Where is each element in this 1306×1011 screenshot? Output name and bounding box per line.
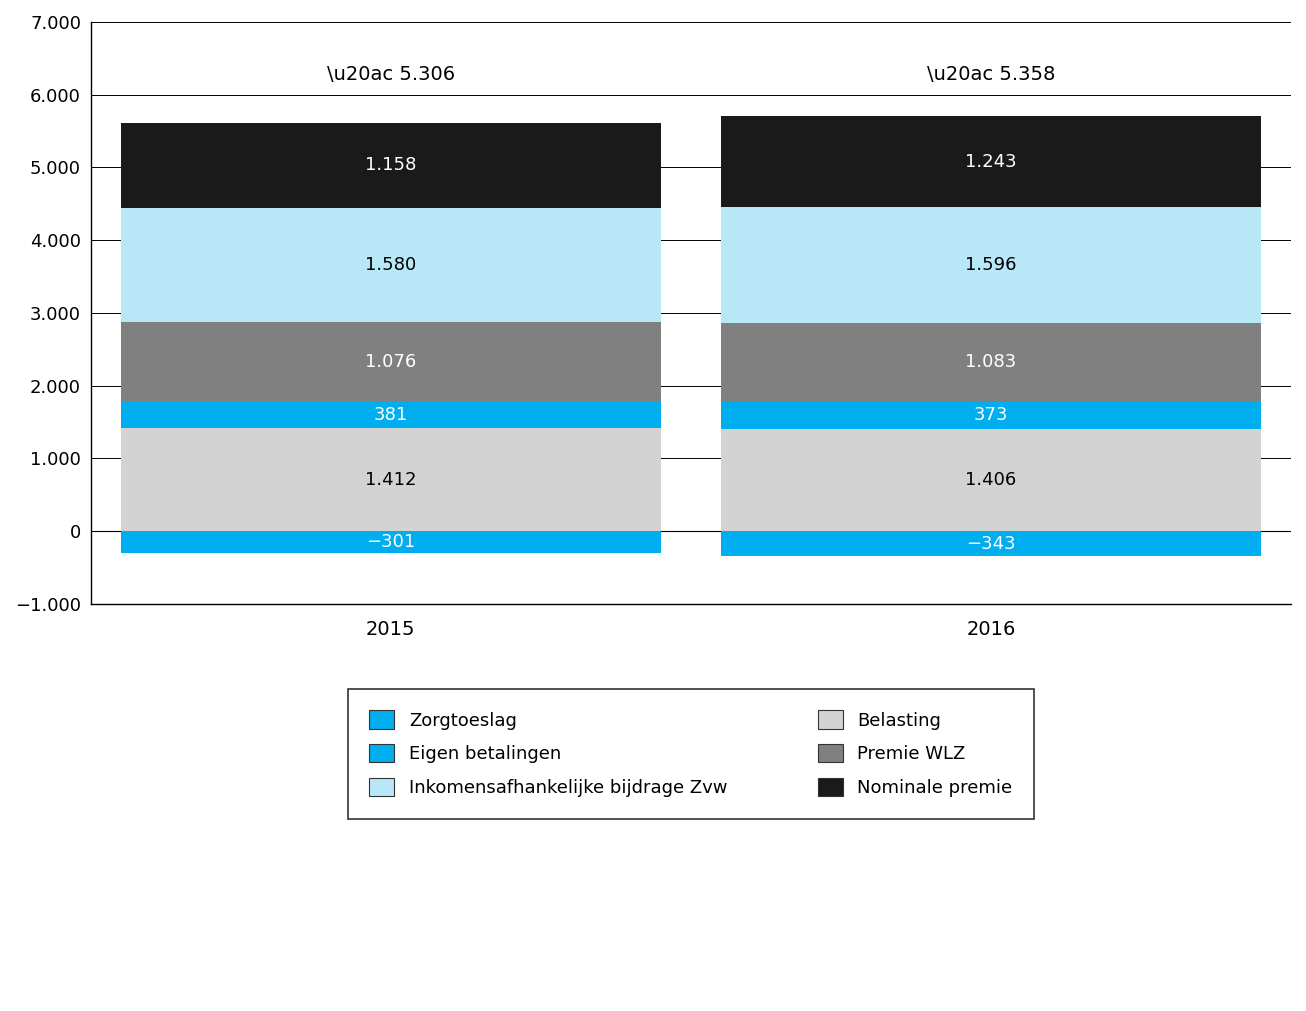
- Legend: Zorgtoeslag, Eigen betalingen, Inkomensafhankelijke bijdrage Zvw, Belasting, Pre: Zorgtoeslag, Eigen betalingen, Inkomensa…: [347, 688, 1034, 819]
- Text: −301: −301: [366, 533, 415, 551]
- Text: 1.243: 1.243: [965, 153, 1017, 171]
- Text: 1.596: 1.596: [965, 256, 1016, 274]
- Bar: [120, 429, 661, 531]
- Bar: [721, 207, 1262, 323]
- Text: −343: −343: [966, 535, 1016, 553]
- Text: 381: 381: [374, 405, 407, 424]
- Bar: [721, 531, 1262, 556]
- Bar: [120, 400, 661, 429]
- Text: 1.406: 1.406: [965, 471, 1016, 489]
- Text: \u20ac 5.306: \u20ac 5.306: [326, 65, 454, 84]
- Bar: [120, 207, 661, 323]
- Text: 373: 373: [974, 406, 1008, 425]
- Bar: [721, 401, 1262, 429]
- Text: 1.580: 1.580: [366, 256, 417, 274]
- Text: 1.083: 1.083: [965, 354, 1016, 371]
- Text: 1.412: 1.412: [366, 471, 417, 488]
- Text: 1.158: 1.158: [366, 157, 417, 175]
- Bar: [120, 123, 661, 207]
- Bar: [721, 429, 1262, 531]
- Bar: [721, 116, 1262, 207]
- Bar: [120, 323, 661, 400]
- Bar: [721, 323, 1262, 401]
- Text: \u20ac 5.358: \u20ac 5.358: [927, 65, 1055, 84]
- Text: 1.076: 1.076: [366, 353, 417, 371]
- Bar: [120, 531, 661, 553]
